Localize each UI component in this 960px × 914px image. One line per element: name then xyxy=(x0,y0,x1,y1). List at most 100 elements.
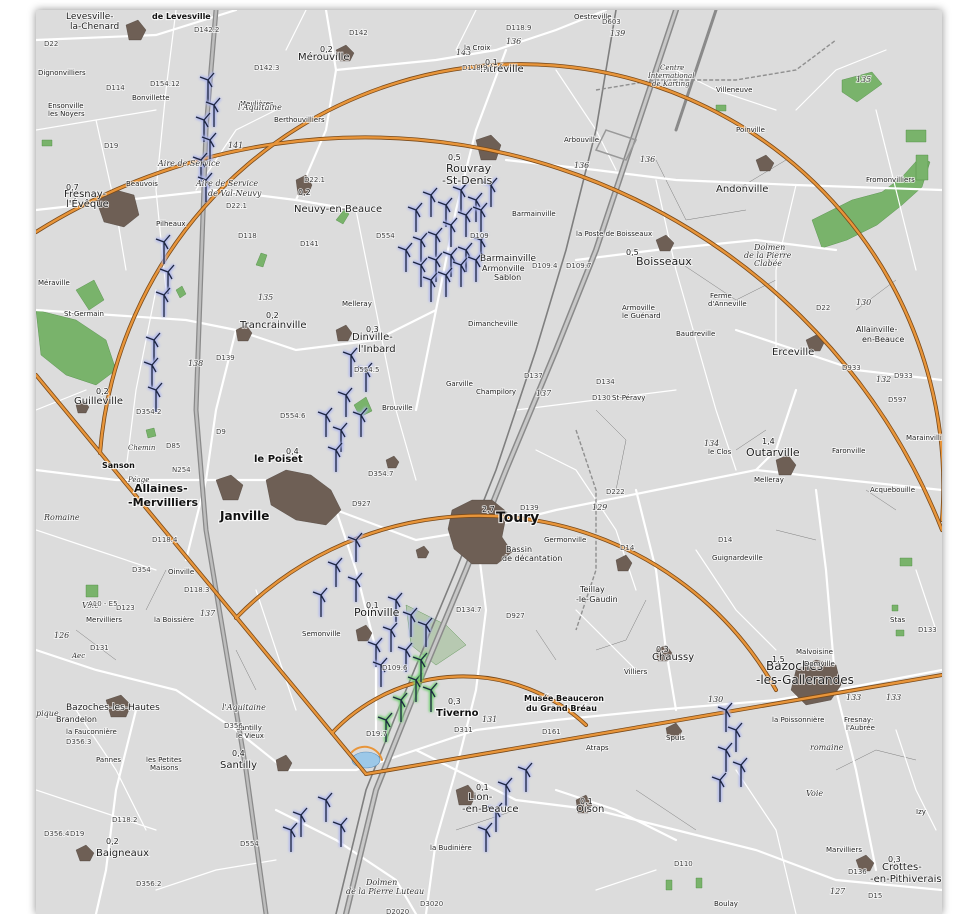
town-label: Poinville xyxy=(354,606,400,619)
population-label: 0,2 xyxy=(106,837,119,846)
road-label: A10 - E5 xyxy=(88,600,118,608)
italic-label: de Karting xyxy=(652,80,690,88)
elevation-label: 130 xyxy=(708,695,723,704)
road-label: D2020 xyxy=(386,908,409,914)
elevation-label: 126 xyxy=(54,631,69,640)
turbine-shape xyxy=(347,572,363,602)
town-label: Garville xyxy=(446,380,473,388)
wind-turbine-icon xyxy=(732,756,749,787)
wind-turbine-icon xyxy=(437,196,454,227)
town-label: Barmainville xyxy=(512,210,556,218)
wind-turbine-icon xyxy=(387,591,404,622)
road-label: D22 xyxy=(44,40,58,48)
turbine-shape xyxy=(201,132,217,162)
field-lines xyxy=(75,159,917,831)
wind-turbine-icon xyxy=(382,621,399,652)
town-label: le Poiset xyxy=(254,454,303,465)
town-label: Méraville xyxy=(38,279,70,287)
wind-turbine-icon xyxy=(347,571,364,602)
road-label: D19 xyxy=(70,830,84,838)
town-label: Santilly xyxy=(236,724,262,732)
population-label: 0,3 xyxy=(448,697,461,706)
town-label: Melleray xyxy=(754,476,784,484)
turbine-shape xyxy=(352,407,368,437)
road-label: D554.6 xyxy=(280,412,306,420)
town-label: St-Germain xyxy=(64,310,104,318)
town-label: Poinville xyxy=(736,126,765,134)
road-label: D354 xyxy=(132,566,151,574)
map-canvas[interactable]: Levesville-la-Chenard de Levesville Mérouv… xyxy=(36,10,942,914)
italic-label: Chemin xyxy=(128,444,156,452)
turbine-shape xyxy=(457,207,473,237)
town-label: Stas xyxy=(890,616,905,624)
turbine-shape xyxy=(711,772,727,802)
road-label: D554 xyxy=(240,840,259,848)
wind-turbine-icon xyxy=(155,233,172,264)
wind-turbine-icon xyxy=(407,201,424,232)
town-label: la Poissonnière xyxy=(772,716,824,724)
town-label: Villiers xyxy=(624,668,648,676)
turbine-shape xyxy=(417,617,433,647)
turbine-shape xyxy=(442,247,458,277)
town-label: Maisons xyxy=(150,764,179,772)
turbine-shape xyxy=(732,757,748,787)
town-label: Beauvois xyxy=(126,180,158,188)
turbine-shape xyxy=(477,822,493,852)
turbine-shape xyxy=(412,232,428,262)
town-label: Meulières xyxy=(240,100,274,108)
turbine-shape xyxy=(155,287,171,317)
town-label: Boulay xyxy=(714,900,738,908)
wind-turbine-icon xyxy=(472,201,489,232)
town-label: Neuvy-en-Beauce xyxy=(294,204,382,215)
turbine-shape xyxy=(205,97,221,127)
turbine-shape xyxy=(717,702,733,732)
turbine-shape xyxy=(427,227,443,257)
town-label: Rouvray xyxy=(446,162,492,175)
road-label: D356.3 xyxy=(66,738,91,746)
italic-label: de Val-Neuvy xyxy=(208,189,262,198)
town-label: Tiverno xyxy=(436,708,479,719)
turbine-shape xyxy=(147,382,163,412)
town-label: la Poste de Boisseaux xyxy=(576,230,652,238)
town-label: de décantation xyxy=(502,553,562,563)
road-label: D222 xyxy=(606,488,625,496)
italic-label: pique xyxy=(36,709,59,718)
road-label: D136 xyxy=(848,868,867,876)
italic-label: romaine xyxy=(810,743,844,752)
town-label: Outarville xyxy=(746,446,800,459)
turbine-shape xyxy=(482,177,498,207)
turbine-shape xyxy=(422,682,438,712)
turbine-shape xyxy=(317,792,333,822)
elevation-label: 129 xyxy=(592,503,607,512)
wind-turbine-icon xyxy=(412,256,429,287)
road-label: D131 xyxy=(90,644,109,652)
road-label: D603 xyxy=(602,18,621,26)
road-label: D19 xyxy=(104,142,118,150)
turbine-shape xyxy=(312,587,328,617)
road-label: D118.9 xyxy=(506,24,531,32)
wind-turbine-icon xyxy=(143,356,160,387)
town-label: Barmainville xyxy=(480,254,537,264)
road-label: D22.1 xyxy=(304,176,325,184)
elevation-label: 133 xyxy=(846,693,861,702)
population-label: 0,2 xyxy=(320,45,333,54)
wind-turbine-icon xyxy=(147,381,164,412)
town-label: Domville xyxy=(804,660,835,668)
turbine-shape xyxy=(392,692,408,722)
town-label: Berthouvilliers xyxy=(274,116,325,124)
elevation-label: 132 xyxy=(876,375,891,384)
turbine-shape xyxy=(452,257,468,287)
population-label: 2,7 xyxy=(482,505,495,514)
italic-label: Voie xyxy=(806,789,823,798)
wind-turbine-icon xyxy=(392,691,409,722)
turbine-shape xyxy=(199,72,215,102)
wind-turbine-icon xyxy=(487,801,504,832)
road-label: D22 xyxy=(816,304,830,312)
town-label: l'Aubrée xyxy=(846,724,875,732)
town-label: Andonville xyxy=(716,184,768,195)
turbine-shape xyxy=(437,267,453,297)
road-label: D354.2 xyxy=(136,408,161,416)
wind-turbine-icon xyxy=(312,586,329,617)
wind-turbine-icon xyxy=(342,346,359,377)
turbine-shape xyxy=(467,252,483,282)
